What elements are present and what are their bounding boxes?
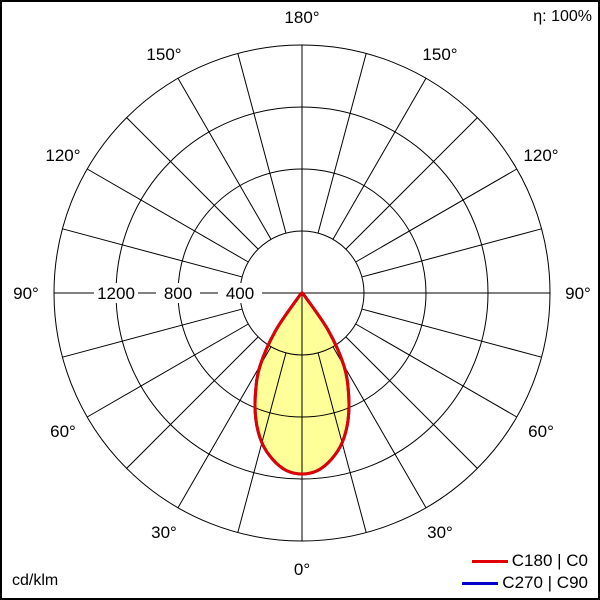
angle-label: 60° [528,422,554,441]
angle-label: 90° [565,284,591,303]
grid-spoke [317,53,367,234]
angle-label: 30° [427,523,453,542]
grid-spoke [126,336,259,469]
grid-spoke [355,168,518,263]
grid-spoke [332,346,427,509]
grid-spoke [237,53,287,234]
legend-swatch [471,559,508,563]
angle-label: 150° [422,45,457,64]
radial-tick-label: 800 [164,284,192,303]
radial-tick-label: 400 [226,284,254,303]
legend-label: C270 | C90 [502,573,588,592]
efficiency-label: η: 100% [533,8,592,25]
tick-label-bg [218,283,262,303]
angle-label: 120° [523,146,558,165]
angle-label: 180° [284,8,319,27]
legend-item: C180 | C0 [462,550,588,572]
radial-tick-label: 1200 [97,284,135,303]
series-line-c180-c0 [253,290,351,476]
legend: C180 | C0 C270 | C90 [462,550,588,594]
grid-spoke [177,77,272,240]
grid-spoke [177,346,272,509]
legend-item: C270 | C90 [462,572,588,594]
grid-spoke [361,308,542,358]
angle-label: 60° [50,422,76,441]
angle-label: 120° [45,146,80,165]
tick-label-bg [94,283,138,303]
grid-spoke [126,117,259,250]
unit-label: cd/klm [12,572,59,589]
grid-spoke [361,228,542,278]
legend-label: C180 | C0 [511,551,588,570]
grid-spoke [86,323,249,418]
angle-label: 90° [13,284,39,303]
grid-spoke [86,168,249,263]
grid-spoke [345,117,478,250]
angle-label: 150° [146,45,181,64]
grid-spoke [345,336,478,469]
angle-label: 30° [151,523,177,542]
grid-spoke [62,228,243,278]
grid-spoke [355,323,518,418]
legend-swatch [462,581,499,585]
angle-label: 0° [294,560,310,579]
grid-spoke [62,308,243,358]
grid-spoke [332,77,427,240]
tick-label-bg [156,283,200,303]
